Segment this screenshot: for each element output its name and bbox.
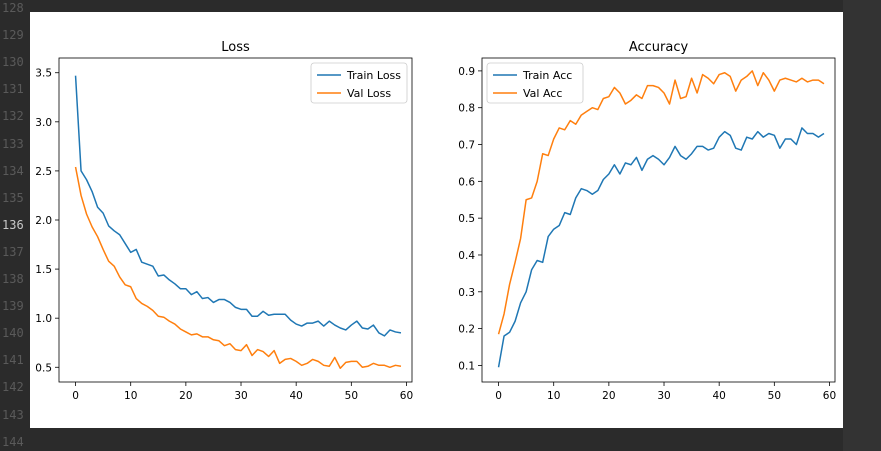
y-tick-label: 1.5 [35, 264, 52, 276]
y-tick-label: 3.0 [35, 117, 52, 129]
y-tick-label: 2.5 [35, 166, 52, 178]
series-line-train-acc [497, 127, 825, 368]
x-tick-label: 0 [72, 390, 79, 402]
accuracy-panel: Accuracy 0 10 20 30 40 50 60 0.1 0.2 0.3 0.4 0.5 0.6 0… [458, 40, 836, 402]
line-number-gutter: 128 129 130 131 132 133 134 135 136 137 138 139 140 1… [0, 0, 30, 451]
x-tick-label: 50 [768, 390, 781, 402]
x-tick-label: 60 [823, 390, 836, 402]
y-tick-label: 0.6 [458, 176, 475, 188]
line-number: 140 [2, 326, 24, 341]
x-tick-label: 0 [495, 390, 502, 402]
legend-label: Val Loss [347, 87, 391, 100]
line-number: 144 [2, 434, 24, 449]
line-number: 130 [2, 55, 24, 70]
series-line-val-acc [497, 70, 825, 335]
line-number: 134 [2, 163, 24, 178]
legend-label: Train Acc [522, 69, 572, 82]
y-tick-label: 3.5 [35, 68, 52, 80]
legend-label: Train Loss [346, 69, 401, 82]
legend-label: Val Acc [523, 87, 562, 100]
y-tick-label: 0.4 [458, 250, 475, 262]
x-tick-label: 40 [712, 390, 725, 402]
y-tick-label: 2.0 [35, 215, 52, 227]
series-line-train-loss [74, 75, 402, 337]
line-number: 139 [2, 299, 24, 314]
line-number: 143 [2, 407, 24, 422]
y-tick-label: 0.9 [458, 66, 475, 78]
axes-frame [58, 57, 413, 383]
y-tick-label: 0.3 [458, 287, 475, 299]
figure-canvas: Loss 0 10 20 30 40 50 60 0.5 1.0 1.5 2.0 2.5 3.0 3.5 Tr… [35, 40, 836, 402]
y-tick-label: 0.2 [458, 324, 475, 336]
chart-title: Loss [221, 40, 250, 55]
line-number: 135 [2, 190, 24, 205]
y-tick-label: 0.5 [458, 213, 475, 225]
plot-figure: Loss 0 10 20 30 40 50 60 0.5 1.0 1.5 2.0 2.5 3.0 3.5 Tr… [30, 12, 843, 428]
series-line-val-loss [74, 166, 402, 369]
line-number: 128 [2, 1, 24, 15]
line-number: 132 [2, 109, 24, 124]
axes-frame [481, 57, 836, 383]
y-tick-label: 0.5 [35, 362, 52, 374]
x-tick-label: 50 [345, 390, 358, 402]
chart-title: Accuracy [629, 40, 689, 55]
legend: Train Acc Val Acc [486, 62, 584, 104]
x-tick-label: 60 [400, 390, 413, 402]
line-number: 141 [2, 353, 24, 368]
loss-panel: Loss 0 10 20 30 40 50 60 0.5 1.0 1.5 2.0 2.5 3.0 3.5 Tr… [35, 40, 413, 402]
x-tick-label: 10 [547, 390, 560, 402]
line-number: 138 [2, 272, 24, 286]
line-number: 133 [2, 136, 24, 151]
line-number: 142 [2, 380, 24, 395]
x-tick-label: 30 [234, 390, 247, 402]
y-tick-label: 0.1 [458, 360, 475, 372]
x-tick-label: 40 [289, 390, 302, 402]
line-number: 129 [2, 28, 24, 43]
y-tick-label: 1.0 [35, 313, 52, 325]
line-number: 137 [2, 244, 24, 259]
x-tick-label: 20 [179, 390, 192, 402]
y-tick-label: 0.7 [458, 140, 475, 152]
line-number: 131 [2, 82, 24, 97]
y-tick-label: 0.8 [458, 103, 475, 115]
legend: Train Loss Val Loss [310, 62, 408, 104]
x-tick-label: 10 [124, 390, 137, 402]
x-tick-label: 30 [657, 390, 670, 402]
line-number: 136 [2, 217, 24, 232]
x-tick-label: 20 [602, 390, 615, 402]
editor-right-strip [843, 0, 881, 451]
